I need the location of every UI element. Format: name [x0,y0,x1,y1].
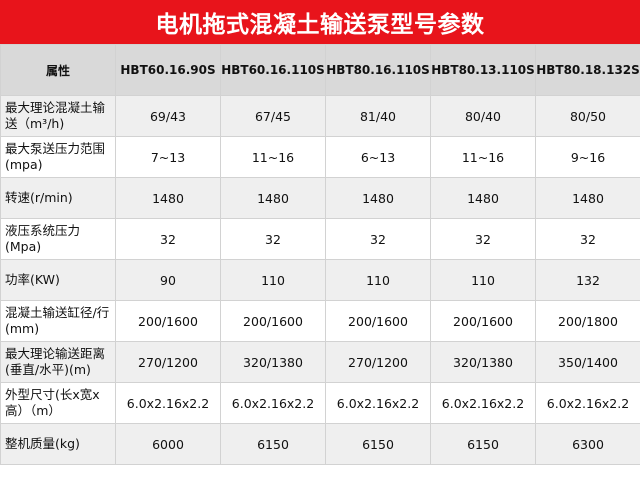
row-label: 功率(KW) [0,259,116,301]
table-row: 混凝土输送缸径/行(mm) 200/1600 200/1600 200/1600… [0,300,640,342]
table-cell: 320/1380 [430,341,536,383]
table-cell: 6.0x2.16x2.2 [430,382,536,424]
row-label: 液压系统压力(Mpa) [0,218,116,260]
table-cell: 6~13 [325,136,431,178]
table-cell: 6150 [325,423,431,465]
table-cell: 270/1200 [115,341,221,383]
table-cell: 11~16 [220,136,326,178]
table-cell: 1480 [430,177,536,219]
table-cell: 32 [535,218,640,260]
table-row: 外型尺寸(长x宽x高）（m） 6.0x2.16x2.2 6.0x2.16x2.2… [0,382,640,424]
row-label: 最大泵送压力范围(mpa) [0,136,116,178]
table-cell: 6150 [220,423,326,465]
table-row: 整机质量(kg) 6000 6150 6150 6150 6300 [0,423,640,465]
spec-table: 属性 HBT60.16.90S HBT60.16.110S HBT80.16.1… [0,44,640,465]
table-cell: 6.0x2.16x2.2 [115,382,221,424]
table-cell: 6.0x2.16x2.2 [325,382,431,424]
table-cell: 90 [115,259,221,301]
column-header-model: HBT80.18.132S [535,44,640,96]
table-cell: 81/40 [325,95,431,137]
table-cell: 320/1380 [220,341,326,383]
table-cell: 32 [430,218,536,260]
table-row: 最大理论混凝土输送（m³/h) 69/43 67/45 81/40 80/40 … [0,95,640,137]
table-cell: 200/1600 [220,300,326,342]
table-cell: 200/1600 [115,300,221,342]
table-header-row: 属性 HBT60.16.90S HBT60.16.110S HBT80.16.1… [0,44,640,96]
table-cell: 200/1800 [535,300,640,342]
table-row: 转速(r/min) 1480 1480 1480 1480 1480 [0,177,640,219]
table-cell: 9~16 [535,136,640,178]
table-cell: 6300 [535,423,640,465]
table-cell: 6000 [115,423,221,465]
row-label: 整机质量(kg) [0,423,116,465]
table-cell: 200/1600 [430,300,536,342]
table-cell: 80/50 [535,95,640,137]
table-cell: 1480 [115,177,221,219]
table-cell: 80/40 [430,95,536,137]
table-cell: 32 [325,218,431,260]
table-cell: 32 [220,218,326,260]
table-row: 最大理论输送距离(垂直/水平)(m) 270/1200 320/1380 270… [0,341,640,383]
table-row: 液压系统压力(Mpa) 32 32 32 32 32 [0,218,640,260]
table-cell: 1480 [325,177,431,219]
table-cell: 110 [220,259,326,301]
column-header-attribute: 属性 [0,44,116,96]
column-header-model: HBT60.16.90S [115,44,221,96]
table-cell: 1480 [535,177,640,219]
column-header-model: HBT80.13.110S [430,44,536,96]
column-header-model: HBT80.16.110S [325,44,431,96]
table-cell: 11~16 [430,136,536,178]
row-label: 最大理论输送距离(垂直/水平)(m) [0,341,116,383]
row-label: 混凝土输送缸径/行(mm) [0,300,116,342]
table-cell: 110 [430,259,536,301]
table-cell: 67/45 [220,95,326,137]
table-cell: 6.0x2.16x2.2 [535,382,640,424]
table-cell: 69/43 [115,95,221,137]
table-row: 功率(KW) 90 110 110 110 132 [0,259,640,301]
page-title: 电机拖式混凝土输送泵型号参数 [0,0,640,44]
row-label: 转速(r/min) [0,177,116,219]
column-header-model: HBT60.16.110S [220,44,326,96]
table-cell: 270/1200 [325,341,431,383]
table-cell: 32 [115,218,221,260]
table-cell: 6.0x2.16x2.2 [220,382,326,424]
table-row: 最大泵送压力范围(mpa) 7~13 11~16 6~13 11~16 9~16 [0,136,640,178]
table-cell: 6150 [430,423,536,465]
table-cell: 132 [535,259,640,301]
row-label: 最大理论混凝土输送（m³/h) [0,95,116,137]
table-cell: 7~13 [115,136,221,178]
table-cell: 110 [325,259,431,301]
table-cell: 1480 [220,177,326,219]
table-cell: 200/1600 [325,300,431,342]
table-cell: 350/1400 [535,341,640,383]
row-label: 外型尺寸(长x宽x高）（m） [0,382,116,424]
